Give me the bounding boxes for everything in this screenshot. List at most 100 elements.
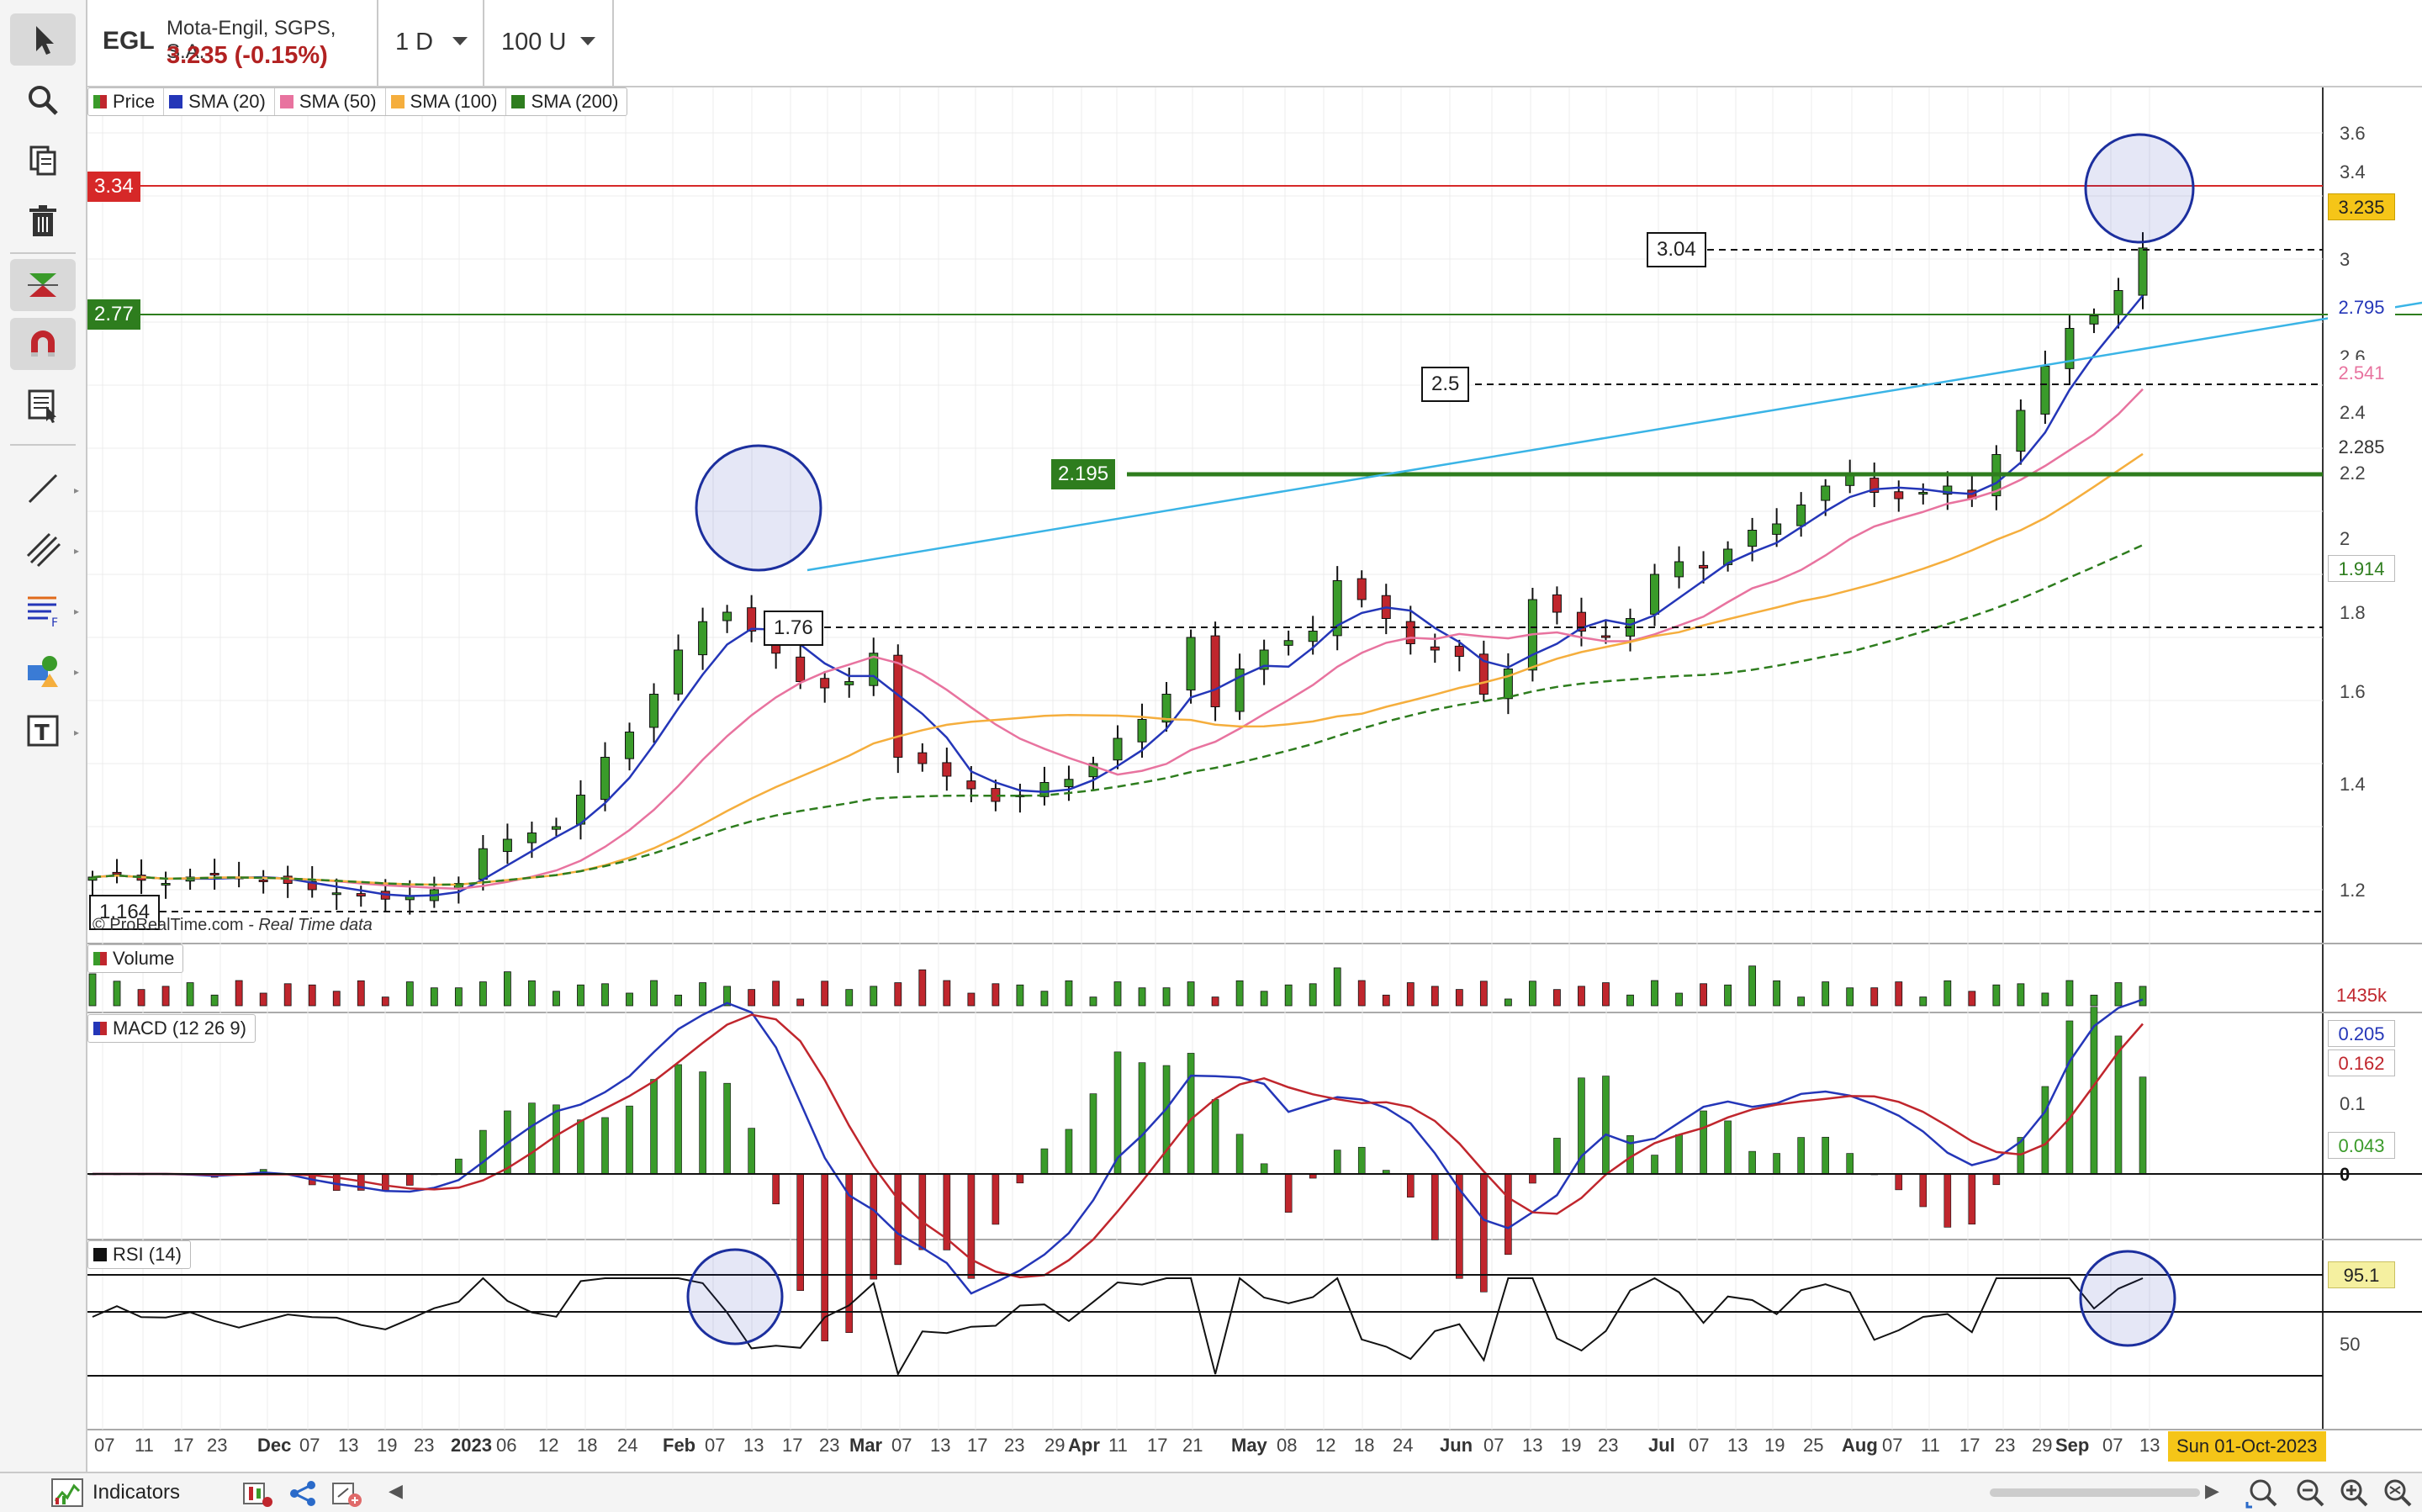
legend-sma200[interactable]: SMA (200) — [506, 88, 627, 115]
candle-body — [1356, 578, 1367, 600]
macd-histogram-bar — [1406, 1173, 1415, 1197]
highlight-circle — [695, 444, 822, 572]
macd-histogram-bar — [1089, 1093, 1097, 1175]
time-axis-label: 18 — [577, 1435, 598, 1456]
line-tool[interactable]: ▸ — [10, 463, 79, 515]
properties-tool[interactable] — [10, 378, 76, 431]
candle-body — [1064, 779, 1074, 788]
resistance-level-tag[interactable]: 3.34 — [87, 172, 140, 202]
zoom-fit-icon[interactable] — [2245, 1477, 2279, 1509]
breakout-level-tag[interactable]: 2.195 — [1051, 459, 1116, 489]
legend-volume[interactable]: Volume — [88, 945, 182, 972]
price-axis-label: 1.4 — [2340, 774, 2366, 795]
volume-bar — [2139, 986, 2147, 1007]
volume-bar — [1235, 980, 1244, 1007]
volume-bar — [1430, 986, 1439, 1007]
macd-histogram-bar — [577, 1119, 584, 1175]
macd-line — [93, 998, 2144, 1295]
legend-rsi[interactable]: RSI (14) — [88, 1241, 190, 1268]
time-axis-label: 12 — [1315, 1435, 1336, 1456]
parallel-lines-icon — [26, 532, 61, 568]
timeframe-dropdown[interactable]: 1 D — [378, 0, 484, 86]
timeframe-value: 1 D — [395, 29, 434, 56]
chart-header: EGL Mota-Engil, SGPS, S.A. 3.235 (-0.15%… — [87, 0, 2422, 87]
volume-bar — [332, 991, 341, 1007]
volume-bar — [1846, 987, 1854, 1007]
trash-icon — [29, 205, 56, 236]
share-icon[interactable] — [288, 1478, 318, 1509]
candle-body — [1088, 763, 1098, 778]
volume-bar — [1455, 989, 1463, 1007]
legend-price[interactable]: Price — [88, 88, 165, 115]
chevron-right-icon: ▸ — [73, 666, 79, 678]
chevron-right-icon: ▸ — [73, 545, 79, 557]
candle-body — [1235, 669, 1245, 712]
macd-histogram-bar — [1040, 1148, 1049, 1175]
macd-histogram-bar — [1602, 1076, 1610, 1175]
time-axis-label: Feb — [663, 1435, 696, 1456]
macd-histogram-bar — [601, 1117, 609, 1175]
macd-histogram-bar — [626, 1105, 633, 1175]
level-label-176[interactable]: 1.76 — [764, 611, 823, 646]
scroll-left-icon[interactable]: ◀ — [389, 1480, 403, 1501]
volume-bar — [650, 980, 658, 1007]
level-label-25[interactable]: 2.5 — [1421, 367, 1470, 402]
time-axis-label: 07 — [1689, 1435, 1710, 1456]
copy-tool[interactable] — [10, 135, 76, 187]
shapes-tool[interactable]: ▸ — [10, 644, 79, 696]
volume-bar — [1529, 981, 1536, 1007]
indicators-label: Indicators — [93, 1481, 181, 1504]
units-dropdown[interactable]: 100 U — [484, 0, 614, 86]
chart-type-icon[interactable] — [241, 1478, 274, 1509]
time-axis-label: 07 — [94, 1435, 115, 1456]
time-axis-label: 13 — [1522, 1435, 1543, 1456]
alert-icon[interactable] — [330, 1478, 363, 1509]
candle-body — [1748, 530, 1758, 547]
rsi-value-tag: 95.1 — [2328, 1261, 2395, 1288]
zoom-tool[interactable] — [10, 74, 76, 126]
level-label-1164[interactable]: 1.164 — [89, 895, 161, 930]
legend-sma100[interactable]: SMA (100) — [386, 88, 507, 115]
text-tool[interactable]: T ▸ — [10, 705, 79, 757]
magnet-tool[interactable] — [10, 318, 76, 370]
parallel-lines-tool[interactable]: ▸ — [10, 523, 79, 575]
candle-body — [869, 653, 879, 686]
volume-bar — [796, 998, 805, 1007]
zoom-reset-icon[interactable] — [2380, 1477, 2414, 1509]
rsi-legend: RSI (14) — [87, 1240, 191, 1269]
legend-price-label: Price — [113, 91, 156, 112]
signal-line — [93, 1013, 2144, 1279]
bull-bear-tool[interactable] — [10, 259, 76, 311]
legend-macd[interactable]: MACD (12 26 9) — [88, 1015, 255, 1042]
fibonacci-tool[interactable]: F ▸ — [10, 584, 79, 636]
units-value: 100 U — [501, 29, 567, 56]
volume-tag: 1435k — [2328, 982, 2395, 1009]
legend-sma20[interactable]: SMA (20) — [164, 88, 275, 115]
macd-histogram-bar — [723, 1082, 731, 1175]
zoom-in-icon[interactable] — [2336, 1477, 2370, 1509]
sma20-price-tag: 2.795 — [2328, 294, 2395, 321]
zoom-out-icon[interactable] — [2292, 1477, 2326, 1509]
time-axis-label: 18 — [1354, 1435, 1375, 1456]
symbol-box[interactable]: EGL Mota-Engil, SGPS, S.A. 3.235 (-0.15%… — [87, 0, 378, 86]
legend-sma50[interactable]: SMA (50) — [275, 88, 386, 115]
shapes-icon — [28, 656, 58, 687]
indicators-button[interactable]: Indicators — [50, 1477, 180, 1509]
candle-body — [161, 883, 171, 886]
delete-tool[interactable] — [10, 195, 76, 247]
support-level-tag[interactable]: 2.77 — [87, 299, 140, 330]
time-axis-label: 07 — [891, 1435, 912, 1456]
candle-body — [502, 838, 512, 853]
level-label-304[interactable]: 3.04 — [1647, 232, 1706, 267]
legend-sma200-label: SMA (200) — [531, 91, 619, 112]
horizontal-scrollbar[interactable] — [1990, 1488, 2200, 1497]
volume-bar — [894, 982, 902, 1007]
volume-bar — [308, 984, 316, 1007]
sma50-line — [92, 388, 2144, 891]
properties-icon — [28, 389, 56, 423]
pointer-tool[interactable] — [10, 13, 76, 66]
volume-bar — [1748, 965, 1757, 1007]
scroll-right-icon[interactable]: ▶ — [2205, 1480, 2219, 1501]
chevron-down-icon — [452, 37, 468, 45]
